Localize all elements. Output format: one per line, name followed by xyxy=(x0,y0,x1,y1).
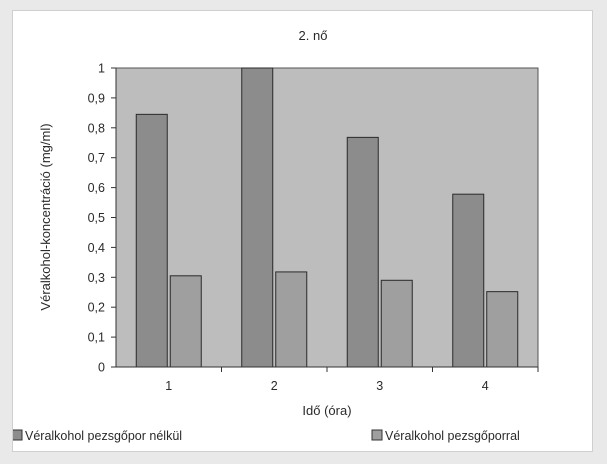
bars xyxy=(135,67,519,368)
y-tick-label: 0,3 xyxy=(88,271,105,285)
legend-swatch-series-1 xyxy=(11,429,23,441)
y-axis-ticks: 0 0,1 0,2 0,3 0,4 0,5 0,6 0,7 0,8 0,9 1 xyxy=(88,62,116,375)
y-axis-label: Véralkohol-koncentráció (mg/ml) xyxy=(38,123,53,310)
bar-series-1-cat-4 xyxy=(452,193,485,368)
bar-series-2-cat-1 xyxy=(169,275,202,368)
bar-series-1-cat-2 xyxy=(241,67,274,368)
legend-label-series-2: Véralkohol pezsgőporral xyxy=(385,429,520,443)
y-tick-label: 1 xyxy=(98,62,105,76)
legend: Véralkohol pezsgőpor nélkül Véralkohol p… xyxy=(11,429,520,443)
x-tick-label: 2 xyxy=(271,379,278,393)
y-tick-label: 0,1 xyxy=(88,331,105,345)
y-tick-label: 0,2 xyxy=(88,301,105,315)
y-tick-label: 0 xyxy=(98,361,105,375)
bar-series-2-cat-2 xyxy=(275,271,308,368)
x-tick-label: 1 xyxy=(165,379,172,393)
bar-series-1-cat-3 xyxy=(346,136,379,368)
bar-series-1-cat-1 xyxy=(135,113,168,368)
x-axis-ticks: 1 2 3 4 xyxy=(165,367,539,393)
x-tick-label: 4 xyxy=(482,379,489,393)
x-tick-label: 3 xyxy=(376,379,383,393)
y-tick-label: 0,5 xyxy=(88,211,105,225)
y-tick-label: 0,8 xyxy=(88,121,105,135)
x-axis-label: Idő (óra) xyxy=(302,403,351,418)
y-tick-label: 0,4 xyxy=(88,241,105,255)
chart-frame: 2. nő 0 0,1 0,2 0,3 0,4 0,5 0,6 0,7 0,8 0,9 1 1 2 3 4… xyxy=(11,10,593,452)
bar-series-2-cat-4 xyxy=(486,291,519,368)
bar-series-2-cat-3 xyxy=(380,279,413,368)
bar-chart: 2. nő 0 0,1 0,2 0,3 0,4 0,5 0,6 0,7 0,8 0,9 1 1 2 3 4… xyxy=(11,28,539,443)
legend-swatch-series-2 xyxy=(371,429,383,441)
y-tick-label: 0,6 xyxy=(88,181,105,195)
y-tick-label: 0,9 xyxy=(88,91,105,105)
legend-label-series-1: Véralkohol pezsgőpor nélkül xyxy=(25,429,182,443)
chart-title: 2. nő xyxy=(299,28,328,43)
y-tick-label: 0,7 xyxy=(88,151,105,165)
